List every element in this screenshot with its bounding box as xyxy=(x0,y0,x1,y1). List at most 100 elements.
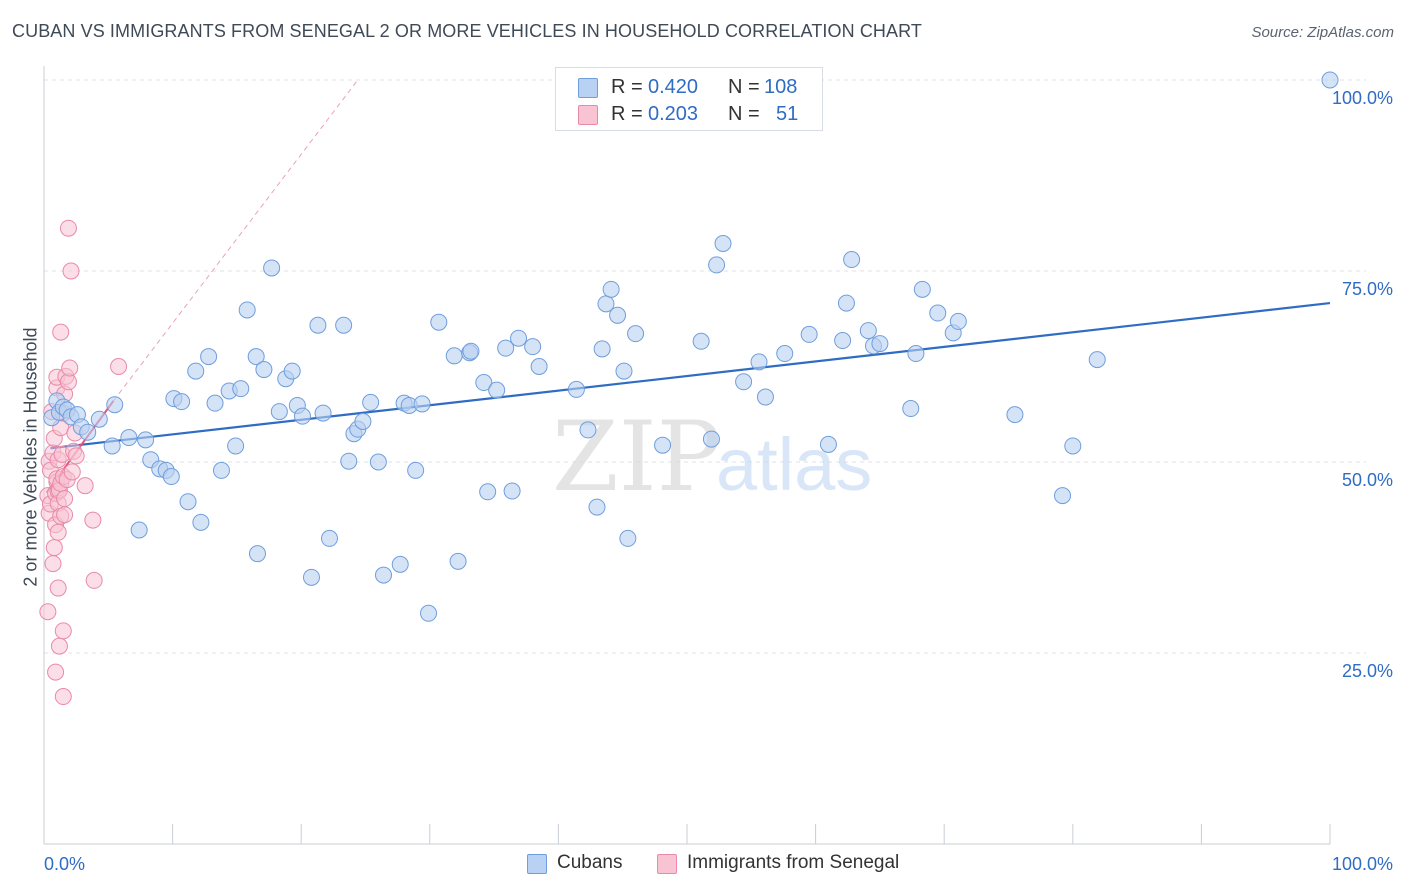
watermark-zip: ZIP xyxy=(552,401,721,513)
cuban-point xyxy=(227,437,245,455)
cuban-point xyxy=(1088,351,1106,369)
cuban-point xyxy=(462,342,480,360)
cuban-point xyxy=(106,396,124,414)
cuban-point xyxy=(162,468,180,486)
cuban-point xyxy=(750,353,768,371)
tick-labels: 25.0% 50.0% 75.0% 100.0% 0.0% 100.0% xyxy=(44,88,1393,874)
gridlines xyxy=(44,79,1366,654)
r-label: R = xyxy=(611,103,643,125)
cuban-point xyxy=(137,431,155,449)
senegal-point xyxy=(50,637,68,655)
n-value: 51 xyxy=(776,103,799,125)
cuban-point xyxy=(654,436,672,454)
senegal-point xyxy=(67,447,85,465)
n-label: N = xyxy=(728,103,760,125)
cuban-point xyxy=(420,604,438,622)
cuban-point xyxy=(714,234,732,252)
cuban-point xyxy=(200,348,218,366)
cuban-point xyxy=(593,340,611,358)
cuban-point xyxy=(913,280,931,298)
cuban-point xyxy=(120,429,138,447)
cuban-point xyxy=(776,345,794,363)
senegal-point xyxy=(56,490,74,508)
cuban-point xyxy=(510,329,528,347)
cuban-point xyxy=(708,256,726,274)
cuban-point xyxy=(391,555,409,573)
cuban-point xyxy=(238,301,256,319)
cuban-point xyxy=(843,251,861,269)
senegal-point xyxy=(59,219,77,237)
cubans-swatch xyxy=(578,78,598,98)
cuban-point xyxy=(1006,406,1024,424)
cuban-point xyxy=(735,373,753,391)
cuban-point xyxy=(627,325,645,343)
cuban-point xyxy=(929,304,947,322)
cuban-point xyxy=(479,483,497,501)
senegal-point xyxy=(54,688,72,706)
cuban-point xyxy=(248,545,266,563)
cuban-point xyxy=(187,362,205,380)
cuban-point xyxy=(475,374,493,392)
cubans-swatch xyxy=(527,854,547,874)
cuban-point xyxy=(90,410,108,428)
cuban-point xyxy=(609,306,627,324)
cuban-point xyxy=(1064,437,1082,455)
cuban-point xyxy=(579,421,597,439)
x-tick-label: 0.0% xyxy=(44,854,85,874)
senegal-swatch xyxy=(657,854,677,874)
cuban-point xyxy=(79,423,97,441)
cuban-point xyxy=(530,358,548,375)
cuban-point xyxy=(497,339,515,357)
watermark-atlas: atlas xyxy=(716,423,872,506)
y-tick-label: 50.0% xyxy=(1342,470,1393,490)
cuban-point xyxy=(320,529,338,547)
r-value: 0.420 xyxy=(648,76,699,98)
cuban-point xyxy=(615,362,633,380)
cuban-point xyxy=(837,294,855,312)
cuban-point xyxy=(283,362,301,380)
x-tick-label: 100.0% xyxy=(1332,854,1393,874)
cuban-point xyxy=(413,395,431,413)
cuban-point xyxy=(407,461,425,479)
y-tick-label: 25.0% xyxy=(1342,661,1393,681)
cuban-point xyxy=(179,493,197,511)
cuban-point xyxy=(309,316,327,334)
r-label: R = xyxy=(611,76,643,98)
cuban-point xyxy=(247,348,265,366)
y-tick-label: 100.0% xyxy=(1332,88,1393,108)
cuban-point xyxy=(702,430,720,448)
senegal-label: Immigrants from Senegal xyxy=(687,852,900,873)
cuban-point xyxy=(488,381,506,399)
cuban-point xyxy=(270,403,288,421)
cuban-point xyxy=(173,393,191,411)
cuban-point xyxy=(369,453,387,471)
cuban-point xyxy=(335,316,353,334)
cuban-point xyxy=(567,380,585,398)
cuban-point xyxy=(362,393,380,411)
cuban-point xyxy=(907,345,925,363)
senegal-point xyxy=(49,579,67,597)
senegal-point xyxy=(44,555,62,573)
cuban-point xyxy=(340,452,358,470)
cuban-point xyxy=(524,338,542,356)
stats-legend: R = 0.420 N = 108 R = 0.203 N = 51 xyxy=(555,67,823,131)
cuban-point xyxy=(430,313,448,331)
cuban-point xyxy=(756,388,774,406)
senegal-points xyxy=(39,219,128,706)
cuban-point xyxy=(449,552,467,570)
cuban-point xyxy=(949,312,967,330)
cuban-point xyxy=(354,413,372,431)
senegal-point xyxy=(56,506,74,524)
senegal-trendline-extension xyxy=(113,79,359,402)
r-value: 0.203 xyxy=(648,103,699,125)
senegal-point xyxy=(84,511,102,529)
cuban-point xyxy=(859,322,877,340)
senegal-point xyxy=(52,323,70,341)
cuban-point xyxy=(588,498,606,516)
senegal-point xyxy=(47,663,65,681)
cuban-point xyxy=(263,259,281,277)
cubans-trendline xyxy=(50,301,1331,450)
senegal-point xyxy=(39,603,57,621)
